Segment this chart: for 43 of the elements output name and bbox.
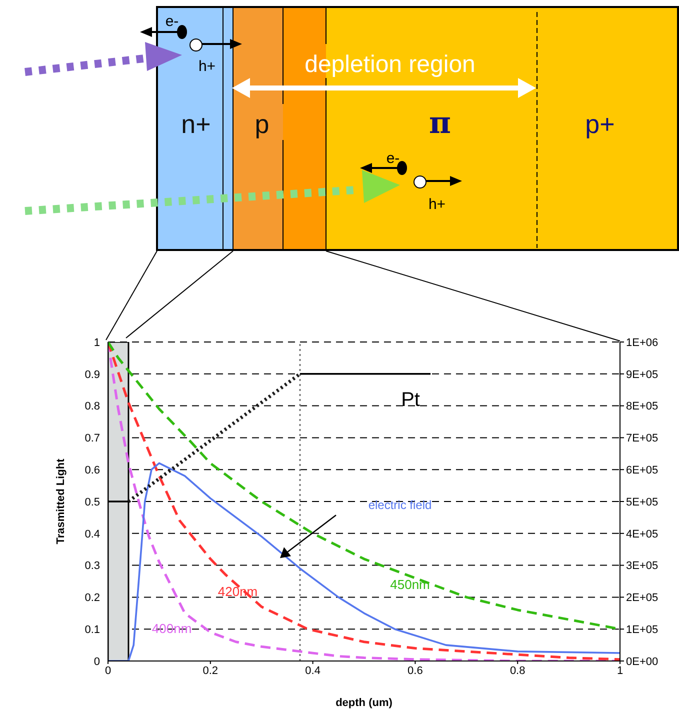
y-tick-label: 0.9	[84, 368, 100, 381]
text: e-	[165, 13, 179, 30]
y2-tick-label: 1E+05	[626, 624, 658, 636]
text: p+	[585, 109, 615, 139]
y-tick-label: 0.1	[84, 624, 100, 636]
x-axis-title: depth (um)	[336, 697, 393, 709]
y-axis-title: Trasmitted Light	[54, 458, 67, 544]
x-tick-label: 0.6	[408, 664, 423, 677]
y2-tick-label: 3E+05	[626, 560, 658, 572]
x-tick-label: 0.8	[510, 664, 526, 677]
y-tick-label: 0.3	[84, 560, 100, 572]
text: p	[254, 109, 270, 139]
x-tick-label: 0.2	[202, 664, 218, 677]
y2-tick-label: 9E+05	[626, 368, 658, 381]
text: h+	[198, 58, 216, 75]
text: h+	[428, 196, 446, 213]
series-label: 450nm	[390, 576, 430, 592]
x-tick-label: 0.4	[305, 664, 320, 677]
text: e-	[386, 150, 400, 167]
y2-tick-label: 4E+05	[626, 528, 658, 540]
y-tick-label: 0.7	[84, 432, 100, 445]
y2-tick-label: 2E+05	[626, 592, 658, 604]
text: n+	[181, 109, 211, 139]
x-tick-label: 0	[104, 664, 112, 677]
y-tick-label: 0	[94, 656, 100, 668]
text: π	[429, 106, 451, 141]
y2-tick-label: 6E+05	[626, 464, 658, 477]
x-tick-label: 1	[616, 664, 624, 677]
y-tick-label: 0.6	[84, 464, 100, 477]
y2-tick-label: 8E+05	[626, 400, 658, 413]
y-tick-label: 0.8	[84, 400, 100, 413]
y2-tick-label: 0E+00	[626, 656, 658, 668]
y2-tick-label: 5E+05	[626, 496, 658, 508]
series-label: Pt	[401, 388, 420, 411]
y-tick-label: 0.4	[84, 528, 100, 540]
y-tick-label: 0.5	[84, 496, 100, 508]
y-tick-label: 1	[94, 336, 100, 349]
text: electric field	[368, 498, 432, 512]
series-label: 400nm	[152, 621, 192, 636]
y2-tick-label: 1E+06	[626, 336, 658, 349]
text: depletion region	[304, 51, 476, 78]
y2-tick-label: 7E+05	[626, 432, 658, 445]
y-tick-label: 0.2	[84, 592, 100, 604]
